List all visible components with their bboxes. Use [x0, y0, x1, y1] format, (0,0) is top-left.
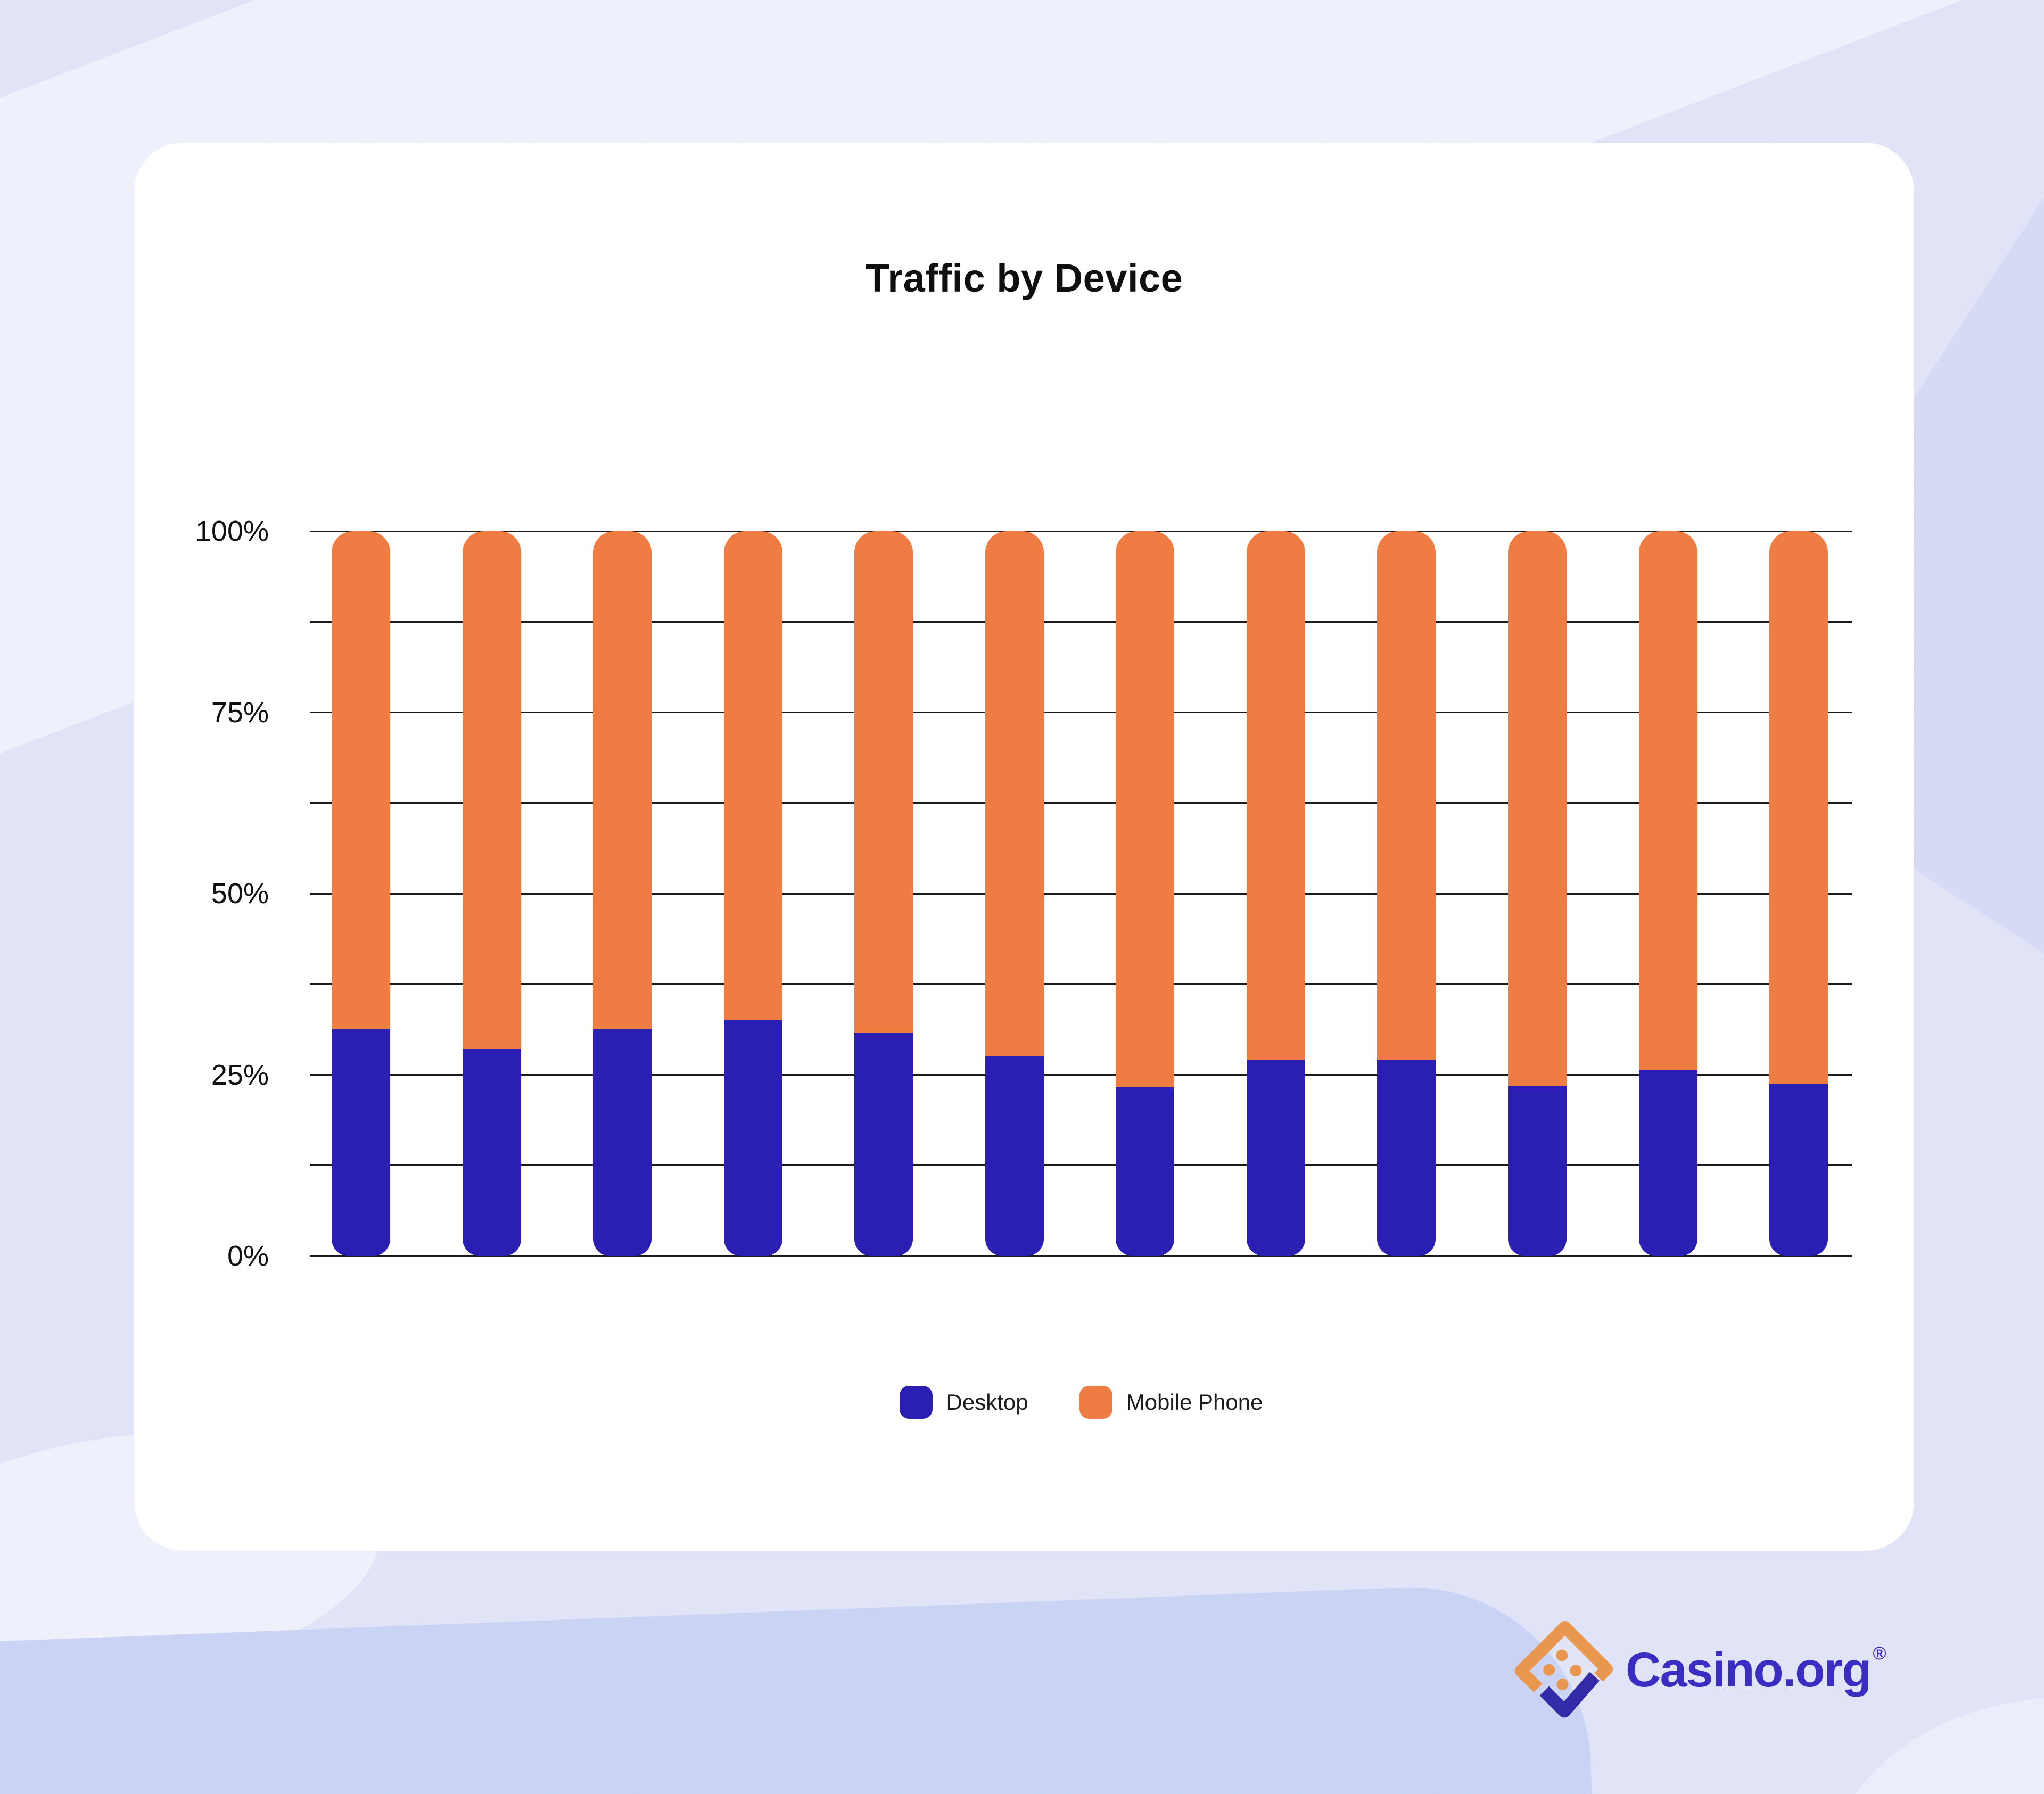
bar-desktop-segment	[985, 1056, 1044, 1256]
gridline	[310, 712, 1852, 713]
bar-mobile-segment	[332, 531, 390, 1029]
casino-org-logo: Casino.org ®	[1505, 1611, 1886, 1729]
stacked-bar	[854, 531, 913, 1256]
chart-card: Traffic by Device 100% 75% 50% 25% 0% Deskto…	[134, 143, 1914, 1551]
bar-mobile-segment	[463, 531, 521, 1049]
gridline	[310, 1255, 1852, 1257]
y-axis-tick-label: 50%	[211, 878, 269, 910]
stacked-bar	[1639, 531, 1697, 1256]
gridline	[310, 802, 1852, 804]
gridline	[310, 1164, 1852, 1167]
stacked-bar	[724, 531, 782, 1256]
bar-mobile-segment	[1116, 531, 1174, 1087]
bar-desktop-segment	[724, 1020, 782, 1256]
stacked-bar	[463, 531, 521, 1256]
bar-desktop-segment	[332, 1029, 390, 1256]
legend-label: Desktop	[946, 1390, 1028, 1415]
bar-mobile-segment	[724, 531, 782, 1020]
gridline	[310, 983, 1852, 985]
bar-desktop-segment	[1116, 1087, 1174, 1256]
bar-mobile-segment	[1769, 531, 1828, 1084]
bar-desktop-segment	[1639, 1070, 1697, 1256]
bar-mobile-segment	[985, 531, 1044, 1056]
bar-desktop-segment	[1508, 1086, 1567, 1256]
bar-desktop-segment	[1247, 1060, 1305, 1256]
gridline	[310, 892, 1852, 895]
bar-desktop-segment	[1769, 1084, 1828, 1256]
legend-item: Desktop	[899, 1386, 1028, 1419]
bar-mobile-segment	[1508, 531, 1567, 1086]
stacked-bar	[1247, 531, 1305, 1256]
bar-mobile-segment	[593, 531, 652, 1029]
y-axis-tick-label: 75%	[211, 696, 269, 729]
dice-checkmark-icon	[1514, 1621, 1613, 1718]
legend-item: Mobile Phone	[1079, 1386, 1263, 1419]
legend-label: Mobile Phone	[1126, 1390, 1263, 1415]
bar-mobile-segment	[1639, 531, 1697, 1070]
bar-mobile-segment	[854, 531, 913, 1033]
registered-trademark-symbol: ®	[1873, 1643, 1886, 1664]
plot-area	[310, 530, 1852, 1257]
gridline	[310, 621, 1852, 623]
gridline	[310, 1074, 1852, 1076]
stacked-bar	[1116, 531, 1174, 1256]
bar-desktop-segment	[854, 1033, 913, 1256]
stacked-bar	[1377, 531, 1436, 1256]
chart-legend: Desktop Mobile Phone	[310, 1386, 1852, 1419]
stacked-bar	[1769, 531, 1828, 1256]
y-axis-tick-label: 100%	[195, 515, 269, 547]
stacked-bar	[1508, 531, 1567, 1256]
y-axis-tick-label: 0%	[227, 1240, 269, 1272]
gridline	[310, 530, 1852, 532]
y-axis-tick-label: 25%	[211, 1059, 269, 1091]
bar-desktop-segment	[463, 1049, 521, 1256]
bar-desktop-segment	[1377, 1060, 1436, 1256]
stacked-bar	[332, 531, 390, 1256]
bar-mobile-segment	[1377, 531, 1436, 1060]
chart-title: Traffic by Device	[865, 256, 1183, 300]
logo-wordmark: Casino.org	[1626, 1642, 1872, 1697]
legend-swatch	[899, 1386, 933, 1419]
legend-swatch	[1079, 1386, 1112, 1419]
stacked-bar	[593, 531, 652, 1256]
bar-mobile-segment	[1247, 531, 1305, 1060]
bar-desktop-segment	[593, 1029, 652, 1256]
stacked-bar	[985, 531, 1044, 1256]
y-axis-labels: 100% 75% 50% 25% 0%	[149, 515, 269, 1272]
